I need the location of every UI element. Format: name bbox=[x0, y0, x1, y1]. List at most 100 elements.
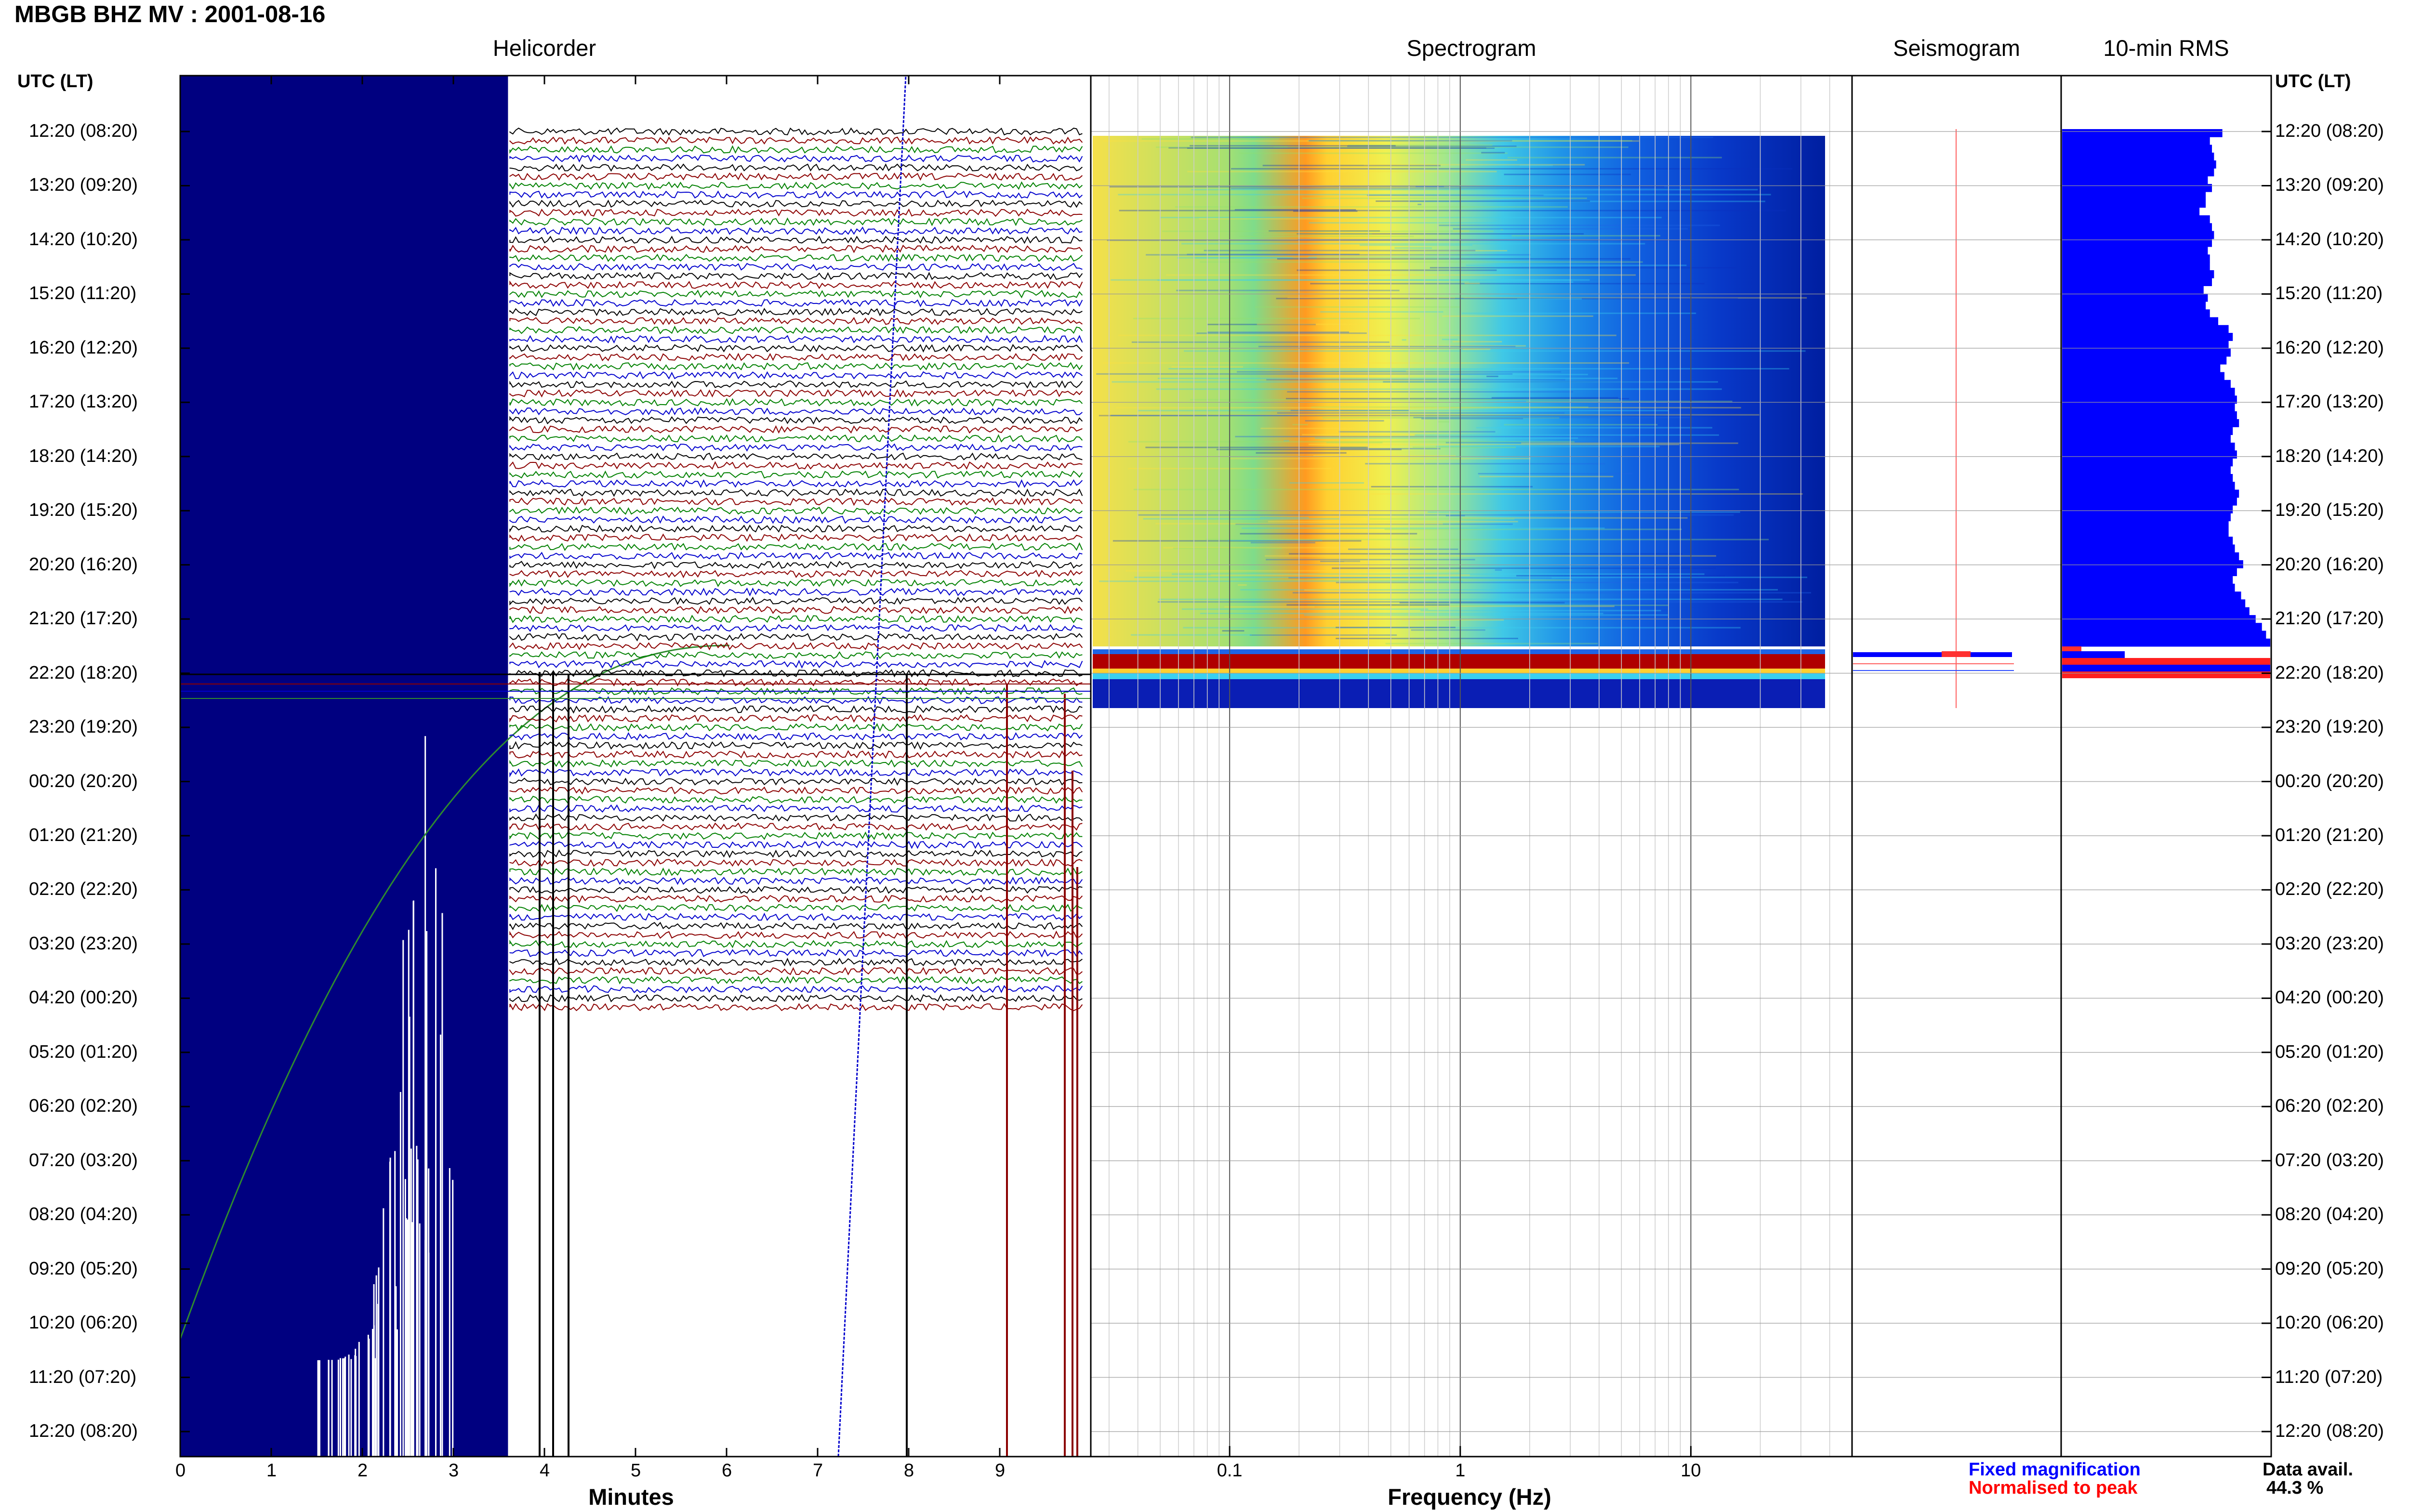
frequency-tick-label: 10 bbox=[1681, 1460, 1701, 1481]
helicorder-trace bbox=[509, 461, 1083, 470]
spectrogram-band bbox=[1093, 673, 1825, 679]
minute-tick-label: 1 bbox=[266, 1460, 277, 1481]
rms-bar-fixed bbox=[2062, 388, 2235, 396]
rms-bar-fixed bbox=[2062, 199, 2206, 208]
helicorder-trace bbox=[509, 831, 1083, 840]
helicorder-trace bbox=[509, 948, 1083, 958]
time-label-left: 21:20 (17:20) bbox=[29, 608, 138, 629]
helicorder-trace bbox=[509, 172, 1083, 181]
rms-bar-fixed bbox=[2062, 309, 2210, 318]
helicorder-trace bbox=[509, 967, 1083, 975]
helicorder-trace bbox=[509, 750, 1083, 759]
time-label-left: 02:20 (22:20) bbox=[29, 879, 138, 900]
rms-bar-fixed bbox=[2062, 599, 2246, 608]
time-label-left: 12:20 (08:20) bbox=[29, 1421, 138, 1441]
helicorder-trace bbox=[509, 542, 1083, 551]
helicorder-trace bbox=[509, 353, 1083, 362]
helicorder-trace bbox=[509, 985, 1083, 994]
rms-bar-fixed bbox=[2062, 552, 2239, 561]
rms-bar-fixed bbox=[2062, 137, 2210, 145]
helicorder-trace bbox=[509, 524, 1083, 533]
rms-bar-fixed bbox=[2062, 231, 2214, 239]
minute-tick-label: 4 bbox=[540, 1460, 550, 1481]
helicorder-trace bbox=[509, 759, 1083, 768]
helicorder-trace bbox=[509, 317, 1083, 325]
rms-bar-normalised bbox=[2062, 646, 2081, 651]
rms-bar-fixed bbox=[2062, 458, 2233, 467]
helicorder-trace bbox=[509, 181, 1083, 190]
helicorder-trace bbox=[509, 145, 1083, 154]
time-label-right: 22:20 (18:20) bbox=[2275, 662, 2384, 683]
helicorder-trace bbox=[509, 669, 1083, 678]
rms-bar-fixed bbox=[2062, 513, 2231, 522]
helicorder-trace bbox=[509, 280, 1083, 289]
helicorder-trace bbox=[509, 930, 1083, 939]
rms-bar-fixed bbox=[2062, 317, 2218, 326]
minute-tick-label: 5 bbox=[631, 1460, 641, 1481]
helicorder-trace bbox=[509, 263, 1083, 271]
helicorder-trace bbox=[509, 497, 1083, 506]
time-label-right: 13:20 (09:20) bbox=[2275, 175, 2384, 196]
rms-bar-fixed bbox=[2062, 560, 2243, 568]
spectrogram-image bbox=[1093, 136, 1825, 646]
time-label-right: 06:20 (02:20) bbox=[2275, 1096, 2384, 1117]
helicorder-trace bbox=[509, 236, 1083, 244]
time-label-left: 01:20 (21:20) bbox=[29, 825, 138, 845]
legend-normalised-to-peak: Normalised to peak bbox=[1969, 1478, 2138, 1498]
rms-bar-fixed bbox=[2062, 592, 2241, 600]
helicorder-trace bbox=[509, 289, 1083, 299]
helicorder-trace bbox=[509, 515, 1083, 524]
rms-bar-fixed bbox=[2062, 450, 2237, 459]
helicorder-trace bbox=[509, 244, 1083, 253]
time-label-right: 05:20 (01:20) bbox=[2275, 1041, 2384, 1062]
rms-bar-fixed bbox=[2062, 489, 2239, 498]
time-label-left: 10:20 (06:20) bbox=[29, 1313, 138, 1333]
rms-bar-fixed bbox=[2062, 482, 2235, 490]
helicorder-trace bbox=[509, 659, 1083, 669]
rms-bar-fixed bbox=[2062, 215, 2210, 224]
rms-bar-fixed bbox=[2062, 293, 2208, 302]
helicorder-trace bbox=[509, 651, 1083, 659]
rms-bar-fixed bbox=[2062, 521, 2229, 529]
rms-bar-fixed bbox=[2062, 638, 2270, 647]
time-label-left: 04:20 (00:20) bbox=[29, 987, 138, 1008]
helicorder-trace bbox=[509, 841, 1083, 849]
helicorder-trace bbox=[509, 371, 1083, 380]
seismogram-normalised-event bbox=[1942, 651, 1971, 657]
minute-tick-label: 0 bbox=[175, 1460, 186, 1481]
time-label-left: 00:20 (20:20) bbox=[29, 771, 138, 791]
helicorder-trace bbox=[509, 326, 1083, 335]
rms-bar-fixed bbox=[2062, 568, 2237, 577]
spectrogram-band bbox=[1093, 654, 1825, 669]
helicorder-trace bbox=[509, 452, 1083, 461]
time-label-left: 03:20 (23:20) bbox=[29, 933, 138, 954]
rms-bar-fixed bbox=[2062, 207, 2200, 216]
rms-bar-fixed bbox=[2062, 238, 2212, 247]
time-label-right: 07:20 (03:20) bbox=[2275, 1150, 2384, 1170]
minute-tick-label: 6 bbox=[722, 1460, 732, 1481]
helicorder-trace bbox=[509, 416, 1083, 425]
helicorder-trace bbox=[509, 443, 1083, 452]
time-label-right: 19:20 (15:20) bbox=[2275, 500, 2384, 521]
time-label-right: 12:20 (08:20) bbox=[2275, 1421, 2384, 1441]
frequency-tick-label: 0.1 bbox=[1217, 1460, 1243, 1481]
time-label-right: 16:20 (12:20) bbox=[2275, 337, 2384, 358]
helicorder-trace bbox=[509, 389, 1083, 398]
time-label-left: 11:20 (07:20) bbox=[29, 1367, 137, 1387]
helicorder-trace bbox=[509, 1003, 1083, 1012]
time-label-right: 01:20 (21:20) bbox=[2275, 825, 2384, 845]
time-label-right: 09:20 (05:20) bbox=[2275, 1258, 2384, 1279]
rms-bar-fixed bbox=[2062, 184, 2212, 192]
rms-bar-fixed bbox=[2062, 466, 2231, 474]
time-label-right: 02:20 (22:20) bbox=[2275, 879, 2384, 900]
rms-bar-fixed bbox=[2062, 544, 2235, 553]
helicorder-trace bbox=[509, 425, 1083, 434]
time-label-right: 14:20 (10:20) bbox=[2275, 229, 2384, 250]
time-label-left: 08:20 (04:20) bbox=[29, 1204, 138, 1225]
rms-bar-fixed bbox=[2062, 341, 2229, 349]
time-label-left: 13:20 (09:20) bbox=[29, 175, 138, 196]
time-label-left: 09:20 (05:20) bbox=[29, 1258, 138, 1279]
helicorder-trace bbox=[509, 885, 1083, 894]
time-label-right: 18:20 (14:20) bbox=[2275, 446, 2384, 466]
spectrogram-title: Spectrogram bbox=[1406, 35, 1536, 61]
